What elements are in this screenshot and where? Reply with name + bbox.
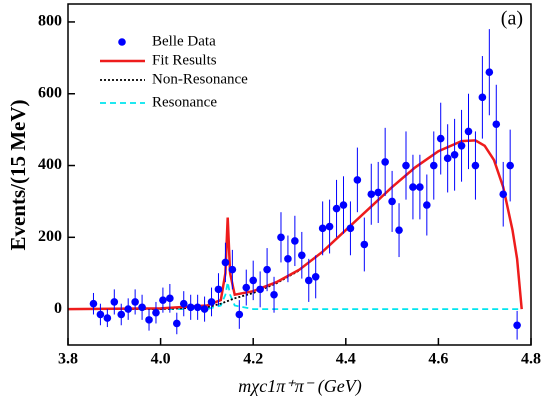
data-point bbox=[110, 298, 119, 306]
data-point bbox=[117, 310, 126, 319]
legend-label: Fit Results bbox=[152, 52, 217, 68]
data-point bbox=[284, 255, 292, 263]
data-point bbox=[304, 276, 313, 285]
data-point bbox=[256, 285, 264, 294]
data-point bbox=[152, 308, 160, 317]
x-tick-label: 4.0 bbox=[151, 351, 171, 368]
data-point bbox=[478, 93, 487, 102]
legend-label: Non-Resonance bbox=[152, 71, 248, 87]
y-tick-label: 200 bbox=[38, 228, 62, 245]
data-point bbox=[402, 161, 410, 170]
data-point bbox=[159, 296, 167, 304]
data-point bbox=[96, 310, 105, 319]
data-point bbox=[207, 298, 216, 306]
data-point bbox=[221, 258, 230, 267]
x-tick-label: 4.8 bbox=[521, 351, 541, 368]
legend-label: Belle Data bbox=[152, 33, 216, 49]
data-point bbox=[499, 190, 508, 199]
data-point bbox=[179, 299, 188, 308]
data-point bbox=[485, 68, 494, 76]
y-axis-label: Events/(15 MeV) bbox=[6, 99, 30, 250]
data-point bbox=[131, 298, 139, 306]
data-point bbox=[464, 127, 473, 136]
y-tick-label: 600 bbox=[38, 84, 62, 101]
x-axis-label: mχc1π⁺π⁻ (GeV) bbox=[238, 376, 361, 397]
data-point bbox=[513, 321, 521, 330]
data-point bbox=[339, 201, 348, 209]
data-point bbox=[450, 150, 459, 159]
data-point bbox=[409, 183, 417, 191]
data-point bbox=[332, 204, 341, 213]
data-point bbox=[145, 316, 153, 324]
data-point bbox=[235, 310, 244, 319]
data-point bbox=[353, 176, 362, 184]
data-point bbox=[291, 237, 299, 245]
data-point bbox=[186, 303, 195, 312]
data-point bbox=[381, 158, 389, 166]
data-point bbox=[214, 285, 223, 294]
data-point bbox=[270, 290, 278, 299]
data-point bbox=[395, 226, 403, 234]
plot-frame bbox=[67, 3, 532, 346]
data-point bbox=[318, 224, 327, 233]
x-tick-label: 4.2 bbox=[243, 351, 263, 368]
data-point bbox=[298, 251, 306, 260]
data-point bbox=[193, 303, 202, 312]
data-point bbox=[263, 265, 271, 274]
data-point bbox=[103, 314, 112, 322]
data-point bbox=[443, 154, 452, 163]
panel-label: (a) bbox=[501, 8, 523, 30]
data-point bbox=[471, 161, 480, 170]
data-point bbox=[367, 190, 376, 199]
data-point bbox=[277, 233, 285, 242]
data-point bbox=[173, 319, 181, 328]
legend-label: Resonance bbox=[152, 94, 217, 110]
x-tick-label: 4.4 bbox=[336, 351, 356, 368]
data-point bbox=[228, 265, 237, 274]
data-point bbox=[124, 305, 132, 313]
data-point bbox=[374, 188, 383, 197]
y-tick-label: 0 bbox=[54, 300, 62, 317]
data-point bbox=[429, 161, 438, 170]
y-tick-label: 800 bbox=[38, 13, 62, 30]
data-point bbox=[360, 240, 369, 249]
data-point bbox=[242, 283, 251, 292]
data-point bbox=[311, 273, 320, 281]
data-point bbox=[89, 299, 98, 308]
data-point bbox=[200, 305, 209, 313]
x-tick-label: 3.8 bbox=[58, 351, 78, 368]
data-point bbox=[457, 141, 466, 150]
data-point bbox=[506, 161, 514, 170]
data-point bbox=[166, 294, 174, 303]
data-point bbox=[346, 224, 355, 233]
data-point bbox=[436, 134, 445, 143]
x-tick-label: 4.6 bbox=[428, 351, 448, 368]
data-point bbox=[388, 197, 396, 206]
legend-marker bbox=[118, 38, 126, 46]
data-point bbox=[325, 222, 334, 231]
data-point bbox=[138, 303, 146, 312]
data-point bbox=[423, 201, 431, 209]
data-point bbox=[249, 276, 257, 285]
data-point bbox=[416, 183, 424, 191]
y-tick-label: 400 bbox=[38, 156, 62, 173]
data-point bbox=[492, 120, 501, 129]
